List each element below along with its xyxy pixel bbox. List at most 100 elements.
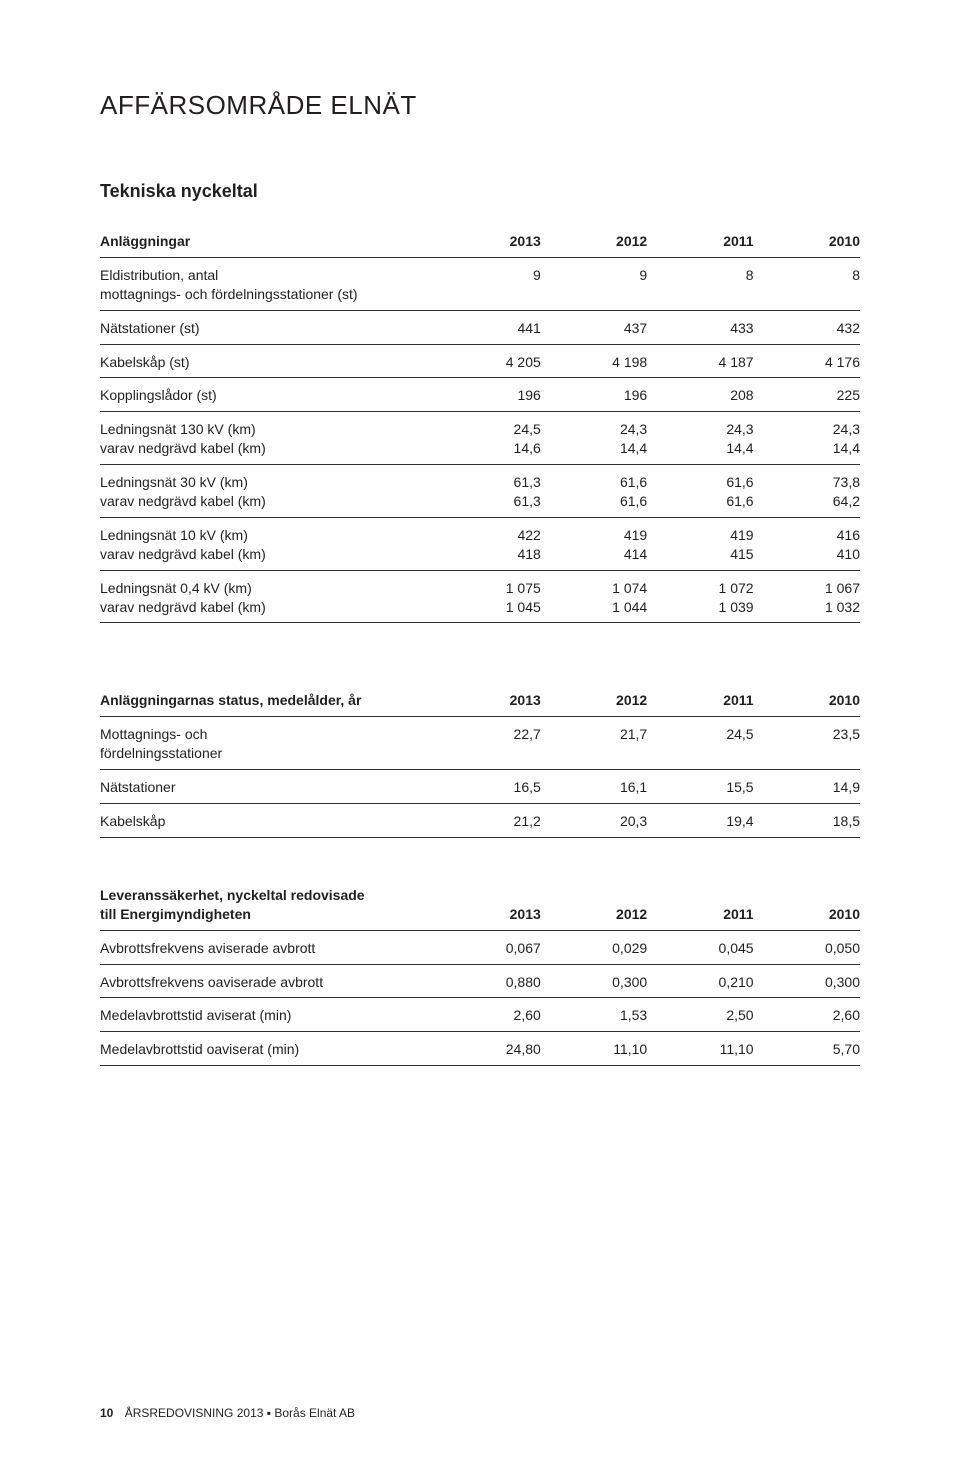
cell-value: 24,80 (434, 1032, 540, 1066)
row-label: Eldistribution, antal (100, 266, 434, 285)
row-sublabel: mottagnings- och fördelningsstationer (s… (100, 285, 434, 304)
cell-value: 432 (754, 310, 860, 344)
cell-value: 9 (434, 257, 540, 310)
row-label: Kabelskåp (100, 812, 434, 831)
cell-value: 16,1 (541, 770, 647, 804)
cell-value: 208 (647, 378, 753, 412)
table-row: Eldistribution, antal mottagnings- och f… (100, 257, 860, 310)
cell-value: 8 (647, 257, 753, 310)
cell-value: 419 (541, 526, 647, 545)
cell-value: 1 072 (647, 579, 753, 598)
col-header-2011: 2011 (647, 878, 753, 930)
cell-value: 5,70 (754, 1032, 860, 1066)
cell-value: 15,5 (647, 770, 753, 804)
cell-value: 61,6 (647, 473, 753, 492)
cell-value: 0,210 (647, 964, 753, 998)
col-header-2010: 2010 (754, 878, 860, 930)
row-label: Nätstationer (100, 778, 434, 797)
cell-value: 11,10 (541, 1032, 647, 1066)
footer-page-number: 10 (100, 1406, 113, 1420)
row-label: Ledningsnät 130 kV (km) (100, 420, 434, 439)
cell-value: 0,045 (647, 930, 753, 964)
cell-value: 2,60 (434, 998, 540, 1032)
col-header-2013: 2013 (434, 224, 540, 257)
cell-value: 61,6 (647, 492, 753, 511)
cell-value: 24,5 (434, 420, 540, 439)
table-row: Kabelskåp (st) 4 205 4 198 4 187 4 176 (100, 344, 860, 378)
col-header-2010: 2010 (754, 683, 860, 716)
cell-value: 0,067 (434, 930, 540, 964)
row-label: Medelavbrottstid aviserat (min) (100, 1006, 434, 1025)
table-header-row: Leveranssäkerhet, nyckeltal redovisade t… (100, 878, 860, 930)
cell-value: 1 045 (434, 598, 540, 617)
cell-value: 18,5 (754, 804, 860, 838)
col-header-2013: 2013 (434, 683, 540, 716)
col-header-label-line2: till Energimyndigheten (100, 905, 434, 924)
cell-value: 441 (434, 310, 540, 344)
cell-value: 61,3 (434, 473, 540, 492)
cell-value: 0,880 (434, 964, 540, 998)
row-label: Avbrottsfrekvens aviserade avbrott (100, 939, 434, 958)
cell-value: 0,029 (541, 930, 647, 964)
cell-value: 1 067 (754, 579, 860, 598)
cell-value: 225 (754, 378, 860, 412)
table-row: Kabelskåp 21,2 20,3 19,4 18,5 (100, 804, 860, 838)
table-leveranssakerhet: Leveranssäkerhet, nyckeltal redovisade t… (100, 878, 860, 1066)
cell-value: 433 (647, 310, 753, 344)
table-row: Nätstationer 16,5 16,1 15,5 14,9 (100, 770, 860, 804)
cell-value: 196 (434, 378, 540, 412)
col-header-2012: 2012 (541, 224, 647, 257)
table-header-row: Anläggningarnas status, medelålder, år 2… (100, 683, 860, 716)
cell-value: 1 075 (434, 579, 540, 598)
cell-value: 14,6 (434, 439, 540, 458)
row-sublabel: fördelningsstationer (100, 744, 434, 763)
row-label: Avbrottsfrekvens oaviserade avbrott (100, 973, 434, 992)
section-title-tekniska-nyckeltal: Tekniska nyckeltal (100, 181, 860, 202)
cell-value: 8 (754, 257, 860, 310)
table-row: Ledningsnät 30 kV (km) varav nedgrävd ka… (100, 465, 860, 518)
cell-value: 410 (754, 545, 860, 564)
cell-value: 24,5 (647, 717, 753, 770)
page-title: AFFÄRSOMRÅDE ELNÄT (100, 90, 860, 121)
row-label: Ledningsnät 0,4 kV (km) (100, 579, 434, 598)
cell-value: 419 (647, 526, 753, 545)
col-header-label: Leveranssäkerhet, nyckeltal redovisade t… (100, 878, 434, 930)
cell-value: 418 (434, 545, 540, 564)
cell-value: 19,4 (647, 804, 753, 838)
table-header-row: Anläggningar 2013 2012 2011 2010 (100, 224, 860, 257)
table-row: Medelavbrottstid oaviserat (min) 24,80 1… (100, 1032, 860, 1066)
col-header-2012: 2012 (541, 683, 647, 716)
row-sublabel: varav nedgrävd kabel (km) (100, 492, 434, 511)
cell-value: 415 (647, 545, 753, 564)
table-row: Nätstationer (st) 441 437 433 432 (100, 310, 860, 344)
page: AFFÄRSOMRÅDE ELNÄT Tekniska nyckeltal An… (0, 0, 960, 1460)
cell-value: 14,4 (754, 439, 860, 458)
table-row: Avbrottsfrekvens aviserade avbrott 0,067… (100, 930, 860, 964)
cell-value: 14,9 (754, 770, 860, 804)
col-header-2011: 2011 (647, 683, 753, 716)
table-anlaggningar: Anläggningar 2013 2012 2011 2010 Eldistr… (100, 224, 860, 623)
cell-value: 4 205 (434, 344, 540, 378)
footer-text: ÅRSREDOVISNING 2013 ▪ Borås Elnät AB (125, 1406, 355, 1420)
col-header-label: Anläggningarnas status, medelålder, år (100, 683, 434, 716)
table-row: Kopplingslådor (st) 196 196 208 225 (100, 378, 860, 412)
cell-value: 61,3 (434, 492, 540, 511)
cell-value: 416 (754, 526, 860, 545)
table-row: Ledningsnät 0,4 kV (km) varav nedgrävd k… (100, 570, 860, 623)
col-header-2011: 2011 (647, 224, 753, 257)
cell-value: 4 187 (647, 344, 753, 378)
page-footer: 10 ÅRSREDOVISNING 2013 ▪ Borås Elnät AB (100, 1406, 355, 1420)
cell-value: 21,2 (434, 804, 540, 838)
cell-value: 196 (541, 378, 647, 412)
cell-value: 61,6 (541, 473, 647, 492)
col-header-label-line1: Leveranssäkerhet, nyckeltal redovisade (100, 886, 434, 905)
cell-value: 24,3 (647, 420, 753, 439)
table-status: Anläggningarnas status, medelålder, år 2… (100, 683, 860, 837)
row-label: Medelavbrottstid oaviserat (min) (100, 1040, 434, 1059)
cell-value: 14,4 (541, 439, 647, 458)
cell-value: 14,4 (647, 439, 753, 458)
col-header-2013: 2013 (434, 878, 540, 930)
cell-value: 20,3 (541, 804, 647, 838)
cell-value: 22,7 (434, 717, 540, 770)
cell-value: 4 176 (754, 344, 860, 378)
